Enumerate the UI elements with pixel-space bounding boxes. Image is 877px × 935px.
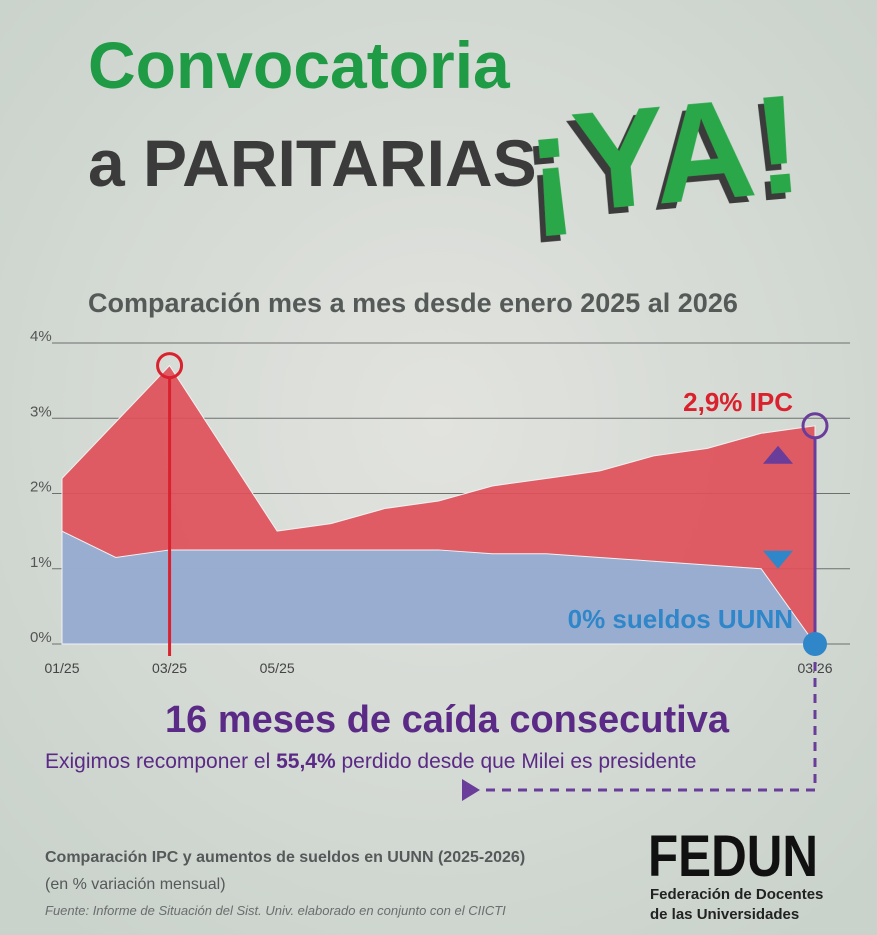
- x-tick-label: 05/25: [260, 660, 295, 676]
- footer-title: Comparación IPC y aumentos de sueldos en…: [45, 849, 525, 866]
- subline-end: perdido desde que Milei es presidente: [342, 750, 697, 773]
- logo-line2: de las Universidades: [650, 906, 799, 923]
- y-tick-label: 4%: [30, 328, 52, 345]
- logo-line1: Federación de Docentes: [650, 886, 823, 903]
- peak-marker: [156, 352, 184, 380]
- arrow-head: [462, 779, 480, 801]
- annotation-name: sueldos UUNN: [612, 604, 793, 634]
- area: [61, 530, 816, 645]
- down-triangle: [763, 550, 793, 569]
- annotation: 0% sueldos UUNN: [568, 604, 793, 634]
- subline: Exigimos recomponer el 55,4% perdido des…: [45, 750, 696, 773]
- y-tick-label: 0%: [30, 629, 52, 646]
- end-dot: [803, 632, 827, 656]
- headline: 16 meses de caída consecutiva: [165, 699, 730, 741]
- footer-unit: (en % variación mensual): [45, 876, 226, 893]
- y-tick-label: 1%: [30, 554, 52, 571]
- title-line1: Convocatoria: [88, 28, 511, 102]
- logo-name: FEDUN: [648, 824, 818, 889]
- subline-bold: 55,4%: [276, 750, 336, 773]
- chart: 0%1%2%3%4%01/25 03/25 05/25 03/262,9% IPC0%…: [30, 328, 850, 676]
- end-marker: [801, 412, 829, 440]
- annotation-value: 2,9%: [683, 387, 742, 417]
- annotation: 2,9% IPC: [683, 387, 793, 417]
- chart-title: Comparación mes a mes desde enero 2025 a…: [88, 288, 738, 318]
- footer-source: Fuente: Informe de Situación del Sist. U…: [45, 903, 506, 918]
- title-line2: a PARITARIAS: [88, 126, 537, 200]
- annotation-name: IPC: [750, 387, 794, 417]
- dashed-connector: [480, 662, 817, 792]
- annotation-value: 0%: [568, 604, 606, 634]
- up-triangle: [763, 445, 793, 464]
- y-tick-label: 3%: [30, 403, 52, 420]
- y-tick-label: 2%: [30, 479, 52, 496]
- x-tick-label: 03/25: [152, 660, 187, 676]
- subline-start: Exigimos recomponer el: [45, 750, 270, 773]
- title-exclaim: ¡YA!: [520, 64, 808, 244]
- x-tick-label: 01/25: [44, 660, 79, 676]
